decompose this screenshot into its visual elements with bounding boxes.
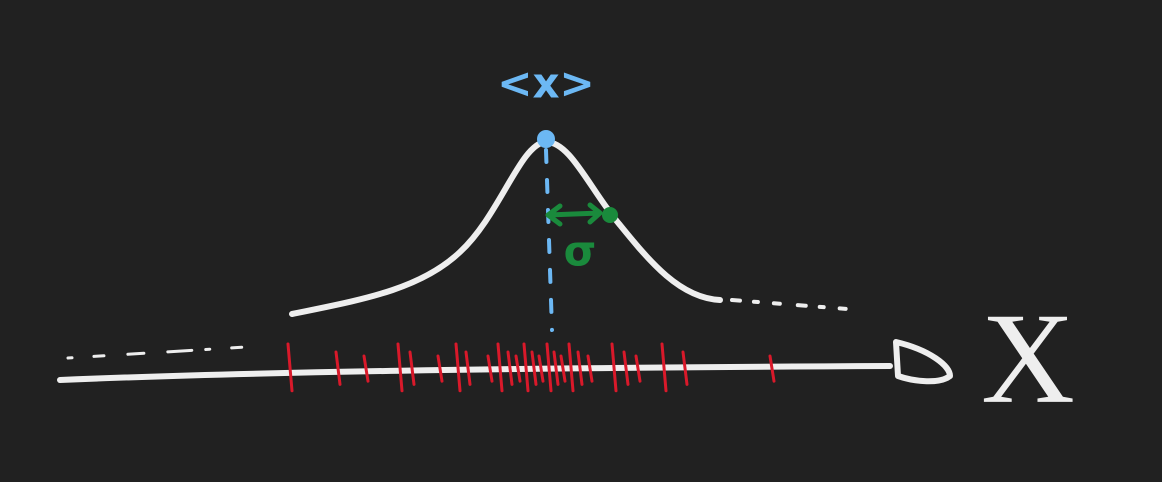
sample-tick xyxy=(545,342,553,393)
sample-tick xyxy=(537,354,545,383)
sample-tick xyxy=(681,350,689,386)
sample-tick xyxy=(496,342,504,393)
sample-tick xyxy=(514,354,522,383)
sample-ticks xyxy=(286,342,776,393)
sigma-label: σ xyxy=(564,227,597,276)
sample-tick xyxy=(567,342,575,393)
sample-tick xyxy=(552,350,560,386)
sample-tick xyxy=(362,354,370,383)
sample-tick xyxy=(586,354,594,383)
sample-tick xyxy=(610,342,618,393)
sample-tick xyxy=(408,350,416,386)
sample-tick xyxy=(396,342,404,393)
sample-tick xyxy=(506,350,514,386)
sample-tick xyxy=(660,342,668,393)
sigma-arrow xyxy=(545,202,603,227)
sample-tick xyxy=(559,354,567,383)
mean-line xyxy=(544,148,554,332)
sample-tick xyxy=(436,354,444,383)
sigma-point xyxy=(602,207,618,223)
sample-tick xyxy=(634,354,642,383)
sample-tick xyxy=(286,342,294,393)
axis-label: X xyxy=(981,287,1075,431)
sample-tick xyxy=(522,342,530,393)
sample-tick xyxy=(576,350,584,386)
sample-tick xyxy=(464,350,472,386)
sample-tick xyxy=(486,354,494,383)
sample-tick xyxy=(768,354,776,383)
curve-tail-dashes xyxy=(730,298,862,312)
axis-arrowhead xyxy=(893,339,953,385)
mean-label: <x> xyxy=(497,59,594,108)
mean-point xyxy=(537,130,555,148)
axis-dashes xyxy=(66,344,264,360)
sample-tick xyxy=(622,350,630,386)
sample-tick xyxy=(530,350,538,386)
sample-tick xyxy=(334,350,342,386)
sample-tick xyxy=(454,342,462,393)
